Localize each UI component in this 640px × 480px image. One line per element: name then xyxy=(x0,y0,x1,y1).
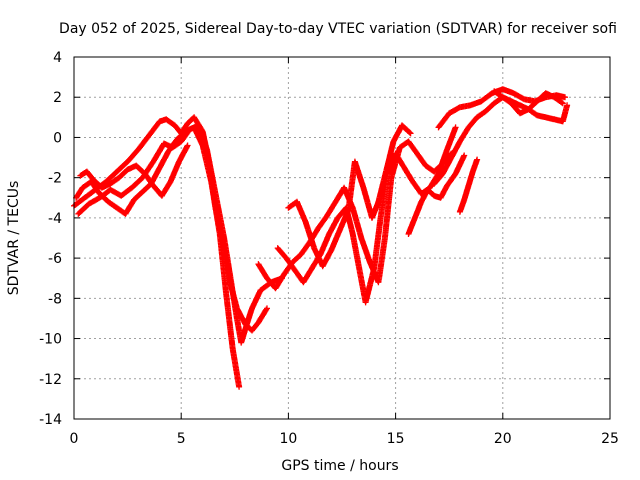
x-axis-label: GPS time / hours xyxy=(281,458,398,474)
y-tick-label: 4 xyxy=(53,50,62,66)
y-tick-label: -10 xyxy=(39,332,62,348)
y-tick-label: -12 xyxy=(39,372,62,388)
plot-frame xyxy=(73,56,611,420)
x-tick-label: 20 xyxy=(494,431,512,447)
x-tick-label: 25 xyxy=(601,431,619,447)
y-tick-label: -6 xyxy=(48,251,62,267)
data-point-markers xyxy=(456,156,481,215)
x-tick-label: 10 xyxy=(279,431,297,447)
series-sat-track-j xyxy=(431,90,566,187)
x-tick-label: 5 xyxy=(177,431,186,447)
series-sat-track-l xyxy=(456,156,481,215)
series-sat-track-c xyxy=(73,124,243,390)
points-layer xyxy=(71,86,571,390)
series-sat-track-e xyxy=(255,138,455,292)
y-tick-label: 0 xyxy=(53,130,62,146)
x-tick-label: 0 xyxy=(70,431,79,447)
series-sat-track-k xyxy=(491,88,571,125)
data-point-markers xyxy=(285,122,414,270)
data-point-markers xyxy=(73,124,243,390)
series-sat-track-h xyxy=(405,152,468,237)
data-point-markers xyxy=(255,138,455,292)
series-sat-track-g xyxy=(285,122,414,270)
series-sat-track-d xyxy=(77,142,191,199)
data-point-markers xyxy=(491,88,571,125)
data-point-markers xyxy=(431,90,566,187)
y-axis-label: SDTVAR / TECUs xyxy=(6,181,22,296)
y-tick-label: -2 xyxy=(48,171,62,187)
ticks-layer: 0 5 10 15 20 25 -14 -12 -10 -8 -6 -4 -2 0 2 4 xyxy=(39,50,619,447)
y-tick-label: 2 xyxy=(53,90,62,106)
data-point-markers xyxy=(77,142,191,199)
y-tick-label: -14 xyxy=(39,412,62,428)
y-tick-label: -8 xyxy=(48,291,62,307)
data-point-markers xyxy=(405,152,468,237)
y-tick-label: -4 xyxy=(48,211,62,227)
chart-title: Day 052 of 2025, Sidereal Day-to-day VTE… xyxy=(59,21,617,37)
x-tick-label: 15 xyxy=(387,431,405,447)
